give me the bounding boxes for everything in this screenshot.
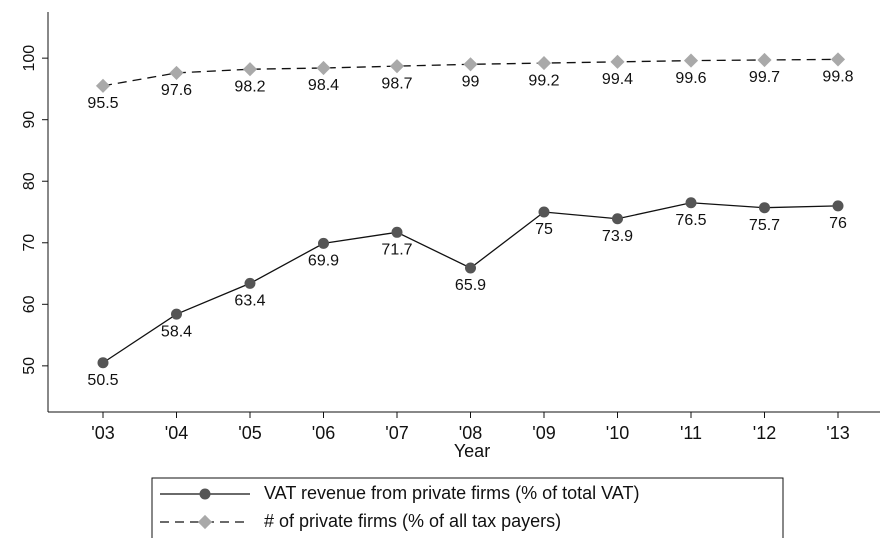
point-marker — [538, 206, 550, 218]
x-tick-label: '12 — [753, 423, 776, 443]
point-marker — [95, 78, 111, 93]
data-label: 99.8 — [822, 69, 853, 86]
legend-label: # of private firms (% of all tax payers) — [264, 511, 561, 531]
x-tick-label: '06 — [312, 423, 335, 443]
data-label: 50.5 — [87, 372, 118, 389]
data-label: 76 — [829, 215, 847, 232]
data-label: 71.7 — [381, 242, 412, 259]
y-tick-label: 60 — [21, 295, 38, 313]
legend-marker — [197, 514, 213, 530]
point-marker — [757, 52, 772, 68]
data-label: 69.9 — [308, 253, 339, 270]
data-label: 99 — [462, 74, 480, 91]
data-label: 99.6 — [675, 70, 706, 87]
y-tick-label: 80 — [21, 172, 38, 190]
point-marker — [683, 53, 699, 68]
data-label: 75 — [535, 221, 553, 238]
x-tick-label: '09 — [532, 423, 555, 443]
x-tick-label: '04 — [165, 423, 188, 443]
data-label: 98.7 — [381, 75, 412, 92]
x-tick-label: '05 — [238, 423, 261, 443]
point-marker — [612, 213, 623, 225]
x-tick-label: '03 — [91, 423, 114, 443]
x-tick-label: '08 — [459, 423, 482, 443]
y-tick-label: 90 — [21, 111, 38, 129]
point-marker — [169, 65, 184, 80]
point-marker — [391, 226, 403, 238]
legend-label: VAT revenue from private firms (% of tot… — [264, 483, 639, 503]
data-label: 98.2 — [234, 78, 265, 95]
data-label: 99.7 — [749, 69, 780, 86]
point-marker — [830, 52, 846, 67]
data-label: 58.4 — [161, 323, 192, 340]
y-tick-label: 100 — [21, 45, 38, 72]
point-marker — [610, 54, 625, 69]
data-label: 99.2 — [528, 72, 559, 89]
data-label: 75.7 — [749, 217, 780, 234]
point-marker — [536, 56, 552, 71]
point-marker — [242, 62, 258, 77]
data-label: 99.4 — [602, 71, 633, 88]
point-marker — [389, 59, 405, 74]
point-marker — [463, 57, 478, 72]
data-label: 97.6 — [161, 82, 192, 99]
point-marker — [171, 308, 182, 320]
point-marker — [316, 60, 331, 76]
point-marker — [832, 200, 844, 212]
data-label: 76.5 — [675, 212, 706, 229]
x-tick-label: '10 — [606, 423, 629, 443]
y-tick-label: 70 — [21, 234, 38, 252]
data-label: 95.5 — [87, 95, 118, 112]
y-tick-label: 50 — [21, 357, 38, 375]
x-tick-label: '13 — [826, 423, 849, 443]
data-label: 73.9 — [602, 228, 633, 245]
data-label: 63.4 — [234, 293, 265, 310]
point-marker — [318, 237, 329, 249]
point-marker — [97, 357, 109, 369]
legend-marker — [199, 488, 211, 500]
data-label: 65.9 — [455, 277, 486, 294]
data-label: 98.4 — [308, 77, 339, 94]
point-marker — [759, 202, 770, 214]
x-axis-label: Year — [454, 441, 490, 461]
point-marker — [244, 277, 256, 289]
x-tick-label: '11 — [680, 423, 702, 443]
legend-box — [151, 477, 784, 538]
point-marker — [685, 197, 697, 209]
point-marker — [465, 262, 476, 274]
x-tick-label: '07 — [385, 423, 408, 443]
